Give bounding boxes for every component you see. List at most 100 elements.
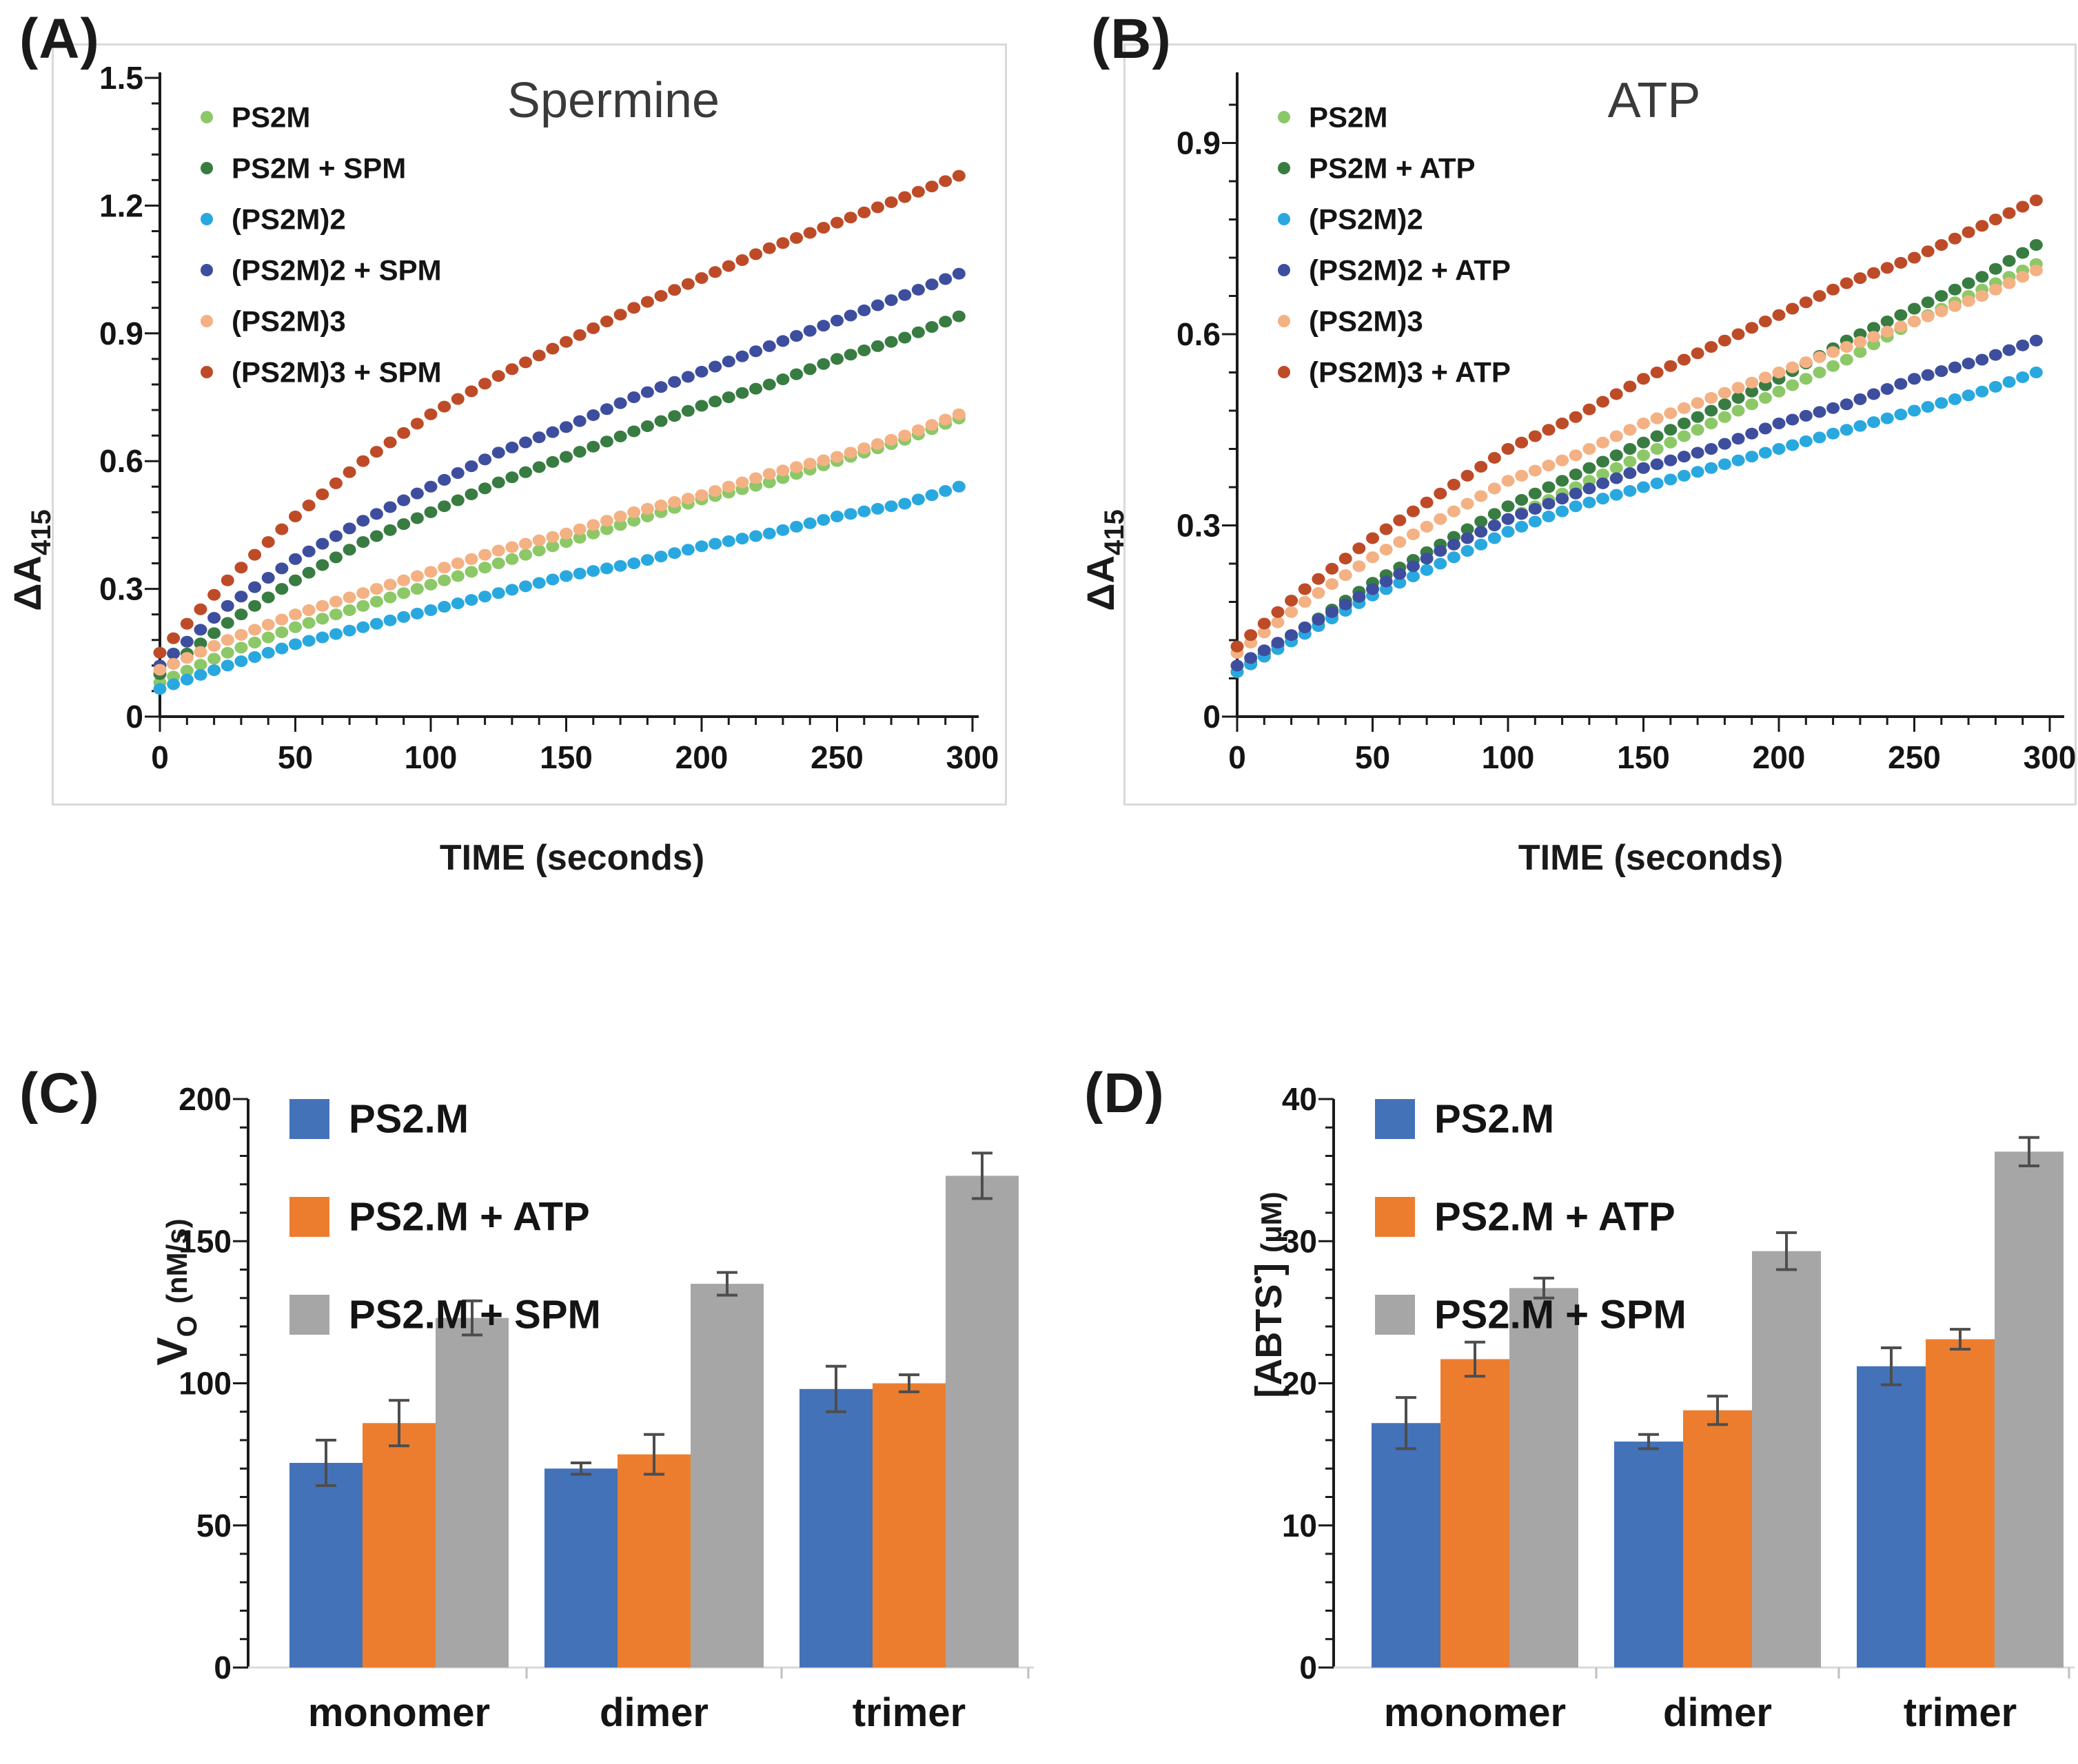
panel-d-chart: 0 10 20 30 40 monomer dimer trimer PS2.M PS2.M + … <box>1282 1081 2075 1735</box>
panel-a-plot: 00.30.60.91.21.50 50 100 150 200 250 300PS2MPS… <box>99 60 999 775</box>
error-bar <box>389 1399 409 1448</box>
svg-text:100: 100 <box>405 739 458 775</box>
svg-text:monomer: monomer <box>1384 1690 1566 1735</box>
panel-d-plot: 0 10 20 30 40 monomer dimer trimer PS2.M PS2.M + … <box>1282 1081 2075 1735</box>
svg-text:250: 250 <box>1888 739 1941 775</box>
svg-text:0: 0 <box>151 739 169 775</box>
series--ps2m-3-spm <box>153 170 966 659</box>
svg-text:0.6: 0.6 <box>1176 316 1221 352</box>
svg-text:300: 300 <box>2024 739 2077 775</box>
error-bar <box>2019 1136 2039 1167</box>
svg-text:trimer: trimer <box>853 1690 966 1735</box>
svg-text:0: 0 <box>214 1650 232 1685</box>
svg-text:0.3: 0.3 <box>99 571 143 607</box>
svg-text:150: 150 <box>1617 739 1670 775</box>
svg-text:200: 200 <box>179 1081 232 1117</box>
svg-text:(PS2M)2: (PS2M)2 <box>232 203 346 236</box>
panel-b-chart: 0 0.3 0.6 0.9 0 50 100 150 200 250 300 PS2M PS2M + A… <box>1176 72 2076 775</box>
series--ps2m-2 <box>1230 367 2043 678</box>
svg-text:PS2.M + SPM: PS2.M + SPM <box>349 1293 601 1337</box>
series-ps2m <box>153 412 966 689</box>
svg-text:0.9: 0.9 <box>99 316 143 351</box>
error-bar <box>1638 1433 1659 1450</box>
svg-text:50: 50 <box>1355 739 1390 775</box>
y-axis: 0 10 20 30 40 <box>1282 1081 1335 1685</box>
error-bar <box>826 1364 846 1413</box>
panel-b-title: ATP <box>1607 73 1701 128</box>
error-bar <box>717 1271 737 1297</box>
panel-a-label: (A) <box>19 8 100 70</box>
svg-text:0: 0 <box>1203 699 1221 735</box>
svg-text:50: 50 <box>278 739 313 775</box>
panel-d-label: (D) <box>1084 1062 1165 1125</box>
panel-b-plot: 0 0.3 0.6 0.9 0 50 100 150 200 250 300 PS2M PS2M + A… <box>1176 72 2076 775</box>
error-bar <box>1950 1328 1970 1351</box>
svg-text:30: 30 <box>1282 1223 1317 1259</box>
svg-text:10: 10 <box>1282 1508 1317 1544</box>
bars-ps2-m <box>1372 1346 1926 1668</box>
error-bar <box>1534 1276 1554 1300</box>
error-bar <box>644 1433 664 1476</box>
x-axis: 0 50 100 150 200 250 300 <box>151 715 999 775</box>
bars-ps2-m-spm <box>436 1151 1019 1668</box>
series--ps2m-2 <box>153 480 966 695</box>
svg-text:100: 100 <box>1482 739 1535 775</box>
error-bar <box>899 1373 919 1393</box>
svg-text:PS2.M: PS2.M <box>349 1097 469 1142</box>
svg-text:150: 150 <box>179 1223 232 1259</box>
svg-text:50: 50 <box>196 1508 232 1544</box>
bars-ps2-m-spm <box>1509 1136 2064 1668</box>
svg-text:PS2M + SPM: PS2M + SPM <box>232 152 406 185</box>
svg-text:0: 0 <box>125 699 143 735</box>
series--ps2m-2-spm <box>153 267 966 672</box>
panel-c-label: (C) <box>19 1062 100 1125</box>
error-bar <box>462 1299 482 1337</box>
svg-text:20: 20 <box>1282 1366 1317 1402</box>
legend: PS2M PS2M + SPM (PS2M)2 (PS2M)2 + SPM (PS2M)… <box>201 101 442 389</box>
error-bar <box>972 1151 992 1200</box>
legend: PS2.M PS2.M + ATP PS2.M + SPM <box>289 1097 601 1337</box>
svg-text:250: 250 <box>811 739 864 775</box>
svg-text:dimer: dimer <box>600 1690 709 1735</box>
error-bar <box>571 1462 591 1476</box>
y-axis: 0 0.3 0.6 0.9 <box>1176 72 1239 735</box>
svg-text:(PS2M)2: (PS2M)2 <box>1309 203 1423 236</box>
svg-text:300: 300 <box>946 739 999 775</box>
svg-text:1.5: 1.5 <box>99 60 143 96</box>
x-axis: 0 50 100 150 200 250 300 <box>1228 715 2077 775</box>
svg-text:PS2.M + SPM: PS2.M + SPM <box>1434 1293 1687 1337</box>
svg-text:PS2.M + ATP: PS2.M + ATP <box>1434 1195 1675 1240</box>
legend: PS2M PS2M + ATP (PS2M)2 (PS2M)2 + ATP (PS2M)… <box>1278 101 1511 389</box>
svg-text:0.6: 0.6 <box>99 443 143 479</box>
svg-text:(PS2M)3: (PS2M)3 <box>1309 305 1423 338</box>
svg-text:monomer: monomer <box>308 1690 490 1735</box>
y-axis: 0 0.3 0.6 0.9 1.2 1.5 <box>99 60 161 735</box>
svg-text:PS2M: PS2M <box>1309 101 1387 134</box>
bars-ps2-m-atp <box>1440 1328 1995 1668</box>
svg-text:40: 40 <box>1282 1081 1317 1117</box>
svg-text:100: 100 <box>179 1366 232 1402</box>
svg-text:0: 0 <box>1228 739 1246 775</box>
svg-text:(PS2M)3 + SPM: (PS2M)3 + SPM <box>232 356 442 389</box>
svg-text:PS2M + ATP: PS2M + ATP <box>1309 152 1476 185</box>
error-bar <box>316 1439 336 1487</box>
svg-text:trimer: trimer <box>1904 1690 2017 1735</box>
y-axis: 0 50 100 150 200 <box>179 1081 249 1685</box>
bars-ps2-m-atp <box>363 1373 946 1668</box>
svg-text:(PS2M)3: (PS2M)3 <box>232 305 346 338</box>
svg-text:PS2.M: PS2.M <box>1434 1097 1554 1142</box>
svg-text:150: 150 <box>540 739 593 775</box>
panel-a-title: Spermine <box>507 73 720 128</box>
svg-text:(PS2M)3 + ATP: (PS2M)3 + ATP <box>1309 356 1511 389</box>
bars-ps2-m <box>289 1364 873 1668</box>
svg-text:1.2: 1.2 <box>99 187 143 223</box>
svg-text:dimer: dimer <box>1663 1690 1772 1735</box>
svg-text:200: 200 <box>1753 739 1806 775</box>
svg-text:PS2M: PS2M <box>232 101 310 134</box>
series--ps2m-3-atp <box>1230 194 2043 653</box>
series--ps2m-2-atp <box>1230 334 2043 672</box>
panel-b-x-axis-title: TIME (seconds) <box>1518 838 1784 878</box>
